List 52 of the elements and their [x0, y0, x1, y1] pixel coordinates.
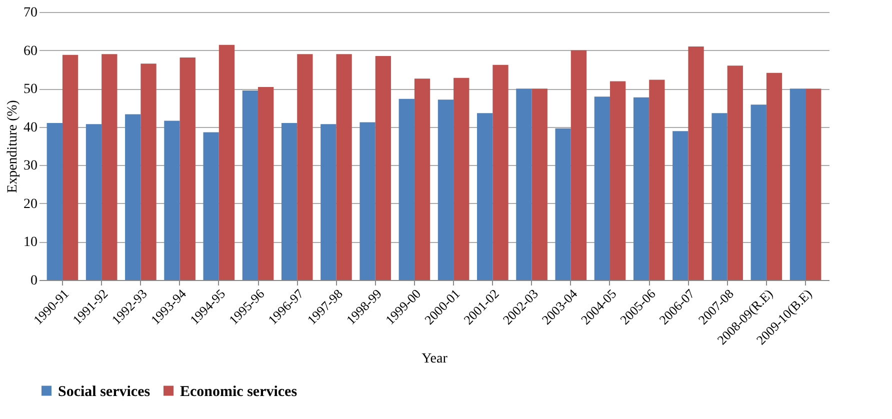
y-tick-label: 20 — [24, 196, 38, 212]
bar — [164, 120, 180, 280]
legend-label: Social services — [58, 384, 150, 400]
bar — [62, 54, 78, 280]
bar — [532, 88, 548, 280]
bar — [375, 56, 391, 280]
bar — [218, 44, 235, 280]
bar — [360, 122, 376, 280]
bar — [594, 96, 610, 280]
y-tick-label: 0 — [30, 274, 38, 288]
bar — [477, 113, 493, 280]
bar — [633, 97, 650, 280]
bar — [336, 54, 352, 280]
bar — [398, 98, 414, 280]
bar — [258, 87, 274, 280]
bar — [46, 123, 62, 280]
y-tick-label: 60 — [24, 44, 38, 59]
bar — [688, 46, 704, 280]
bar — [242, 90, 258, 280]
bar — [203, 132, 219, 280]
y-tick-label: 70 — [24, 6, 38, 20]
y-tick-label: 50 — [24, 82, 38, 98]
bar — [438, 100, 454, 280]
bar — [86, 124, 102, 280]
bar — [180, 58, 196, 280]
bar — [750, 104, 766, 280]
y-tick-label: 40 — [24, 120, 38, 136]
y-axis-title: Expenditure (%) — [6, 100, 20, 193]
bar — [281, 123, 298, 280]
bar — [140, 64, 156, 280]
bar — [806, 88, 822, 280]
bar — [102, 54, 118, 280]
bar — [414, 78, 430, 280]
bar — [672, 131, 688, 280]
bar — [790, 88, 806, 280]
bar — [555, 128, 571, 280]
bar — [727, 66, 743, 280]
bar — [766, 72, 782, 280]
y-tick-label: 10 — [24, 235, 38, 250]
x-axis-title: Year — [422, 351, 448, 366]
bar — [297, 54, 313, 280]
bar — [712, 113, 728, 280]
bar — [454, 78, 470, 280]
bar — [125, 114, 141, 280]
bar — [649, 80, 665, 280]
bar — [320, 124, 336, 280]
bar — [610, 81, 626, 280]
y-tick-label: 30 — [24, 158, 38, 174]
bar — [516, 88, 532, 280]
bar — [492, 64, 508, 280]
bar — [570, 50, 587, 280]
legend-label: Economic services — [180, 384, 298, 400]
